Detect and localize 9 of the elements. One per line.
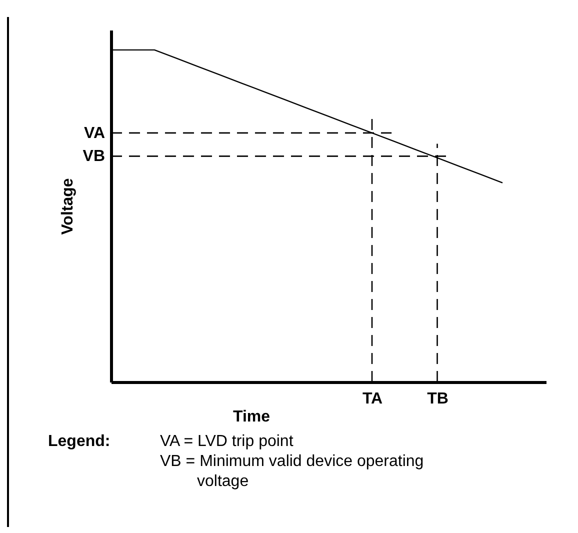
- ref-line-label: VA: [84, 124, 106, 142]
- text: Legend:: [48, 432, 112, 452]
- y-axis-title: Voltage: [60, 178, 76, 235]
- x-tick-label: TB: [427, 390, 448, 408]
- ref-line-label: VB: [82, 148, 105, 166]
- x-axis-title: Time: [232, 408, 270, 426]
- text: VA = LVD trip point: [160, 432, 294, 452]
- x-tick-label: TA: [362, 390, 384, 408]
- text: VB = Minimum valid device operating voltage: [160, 452, 425, 492]
